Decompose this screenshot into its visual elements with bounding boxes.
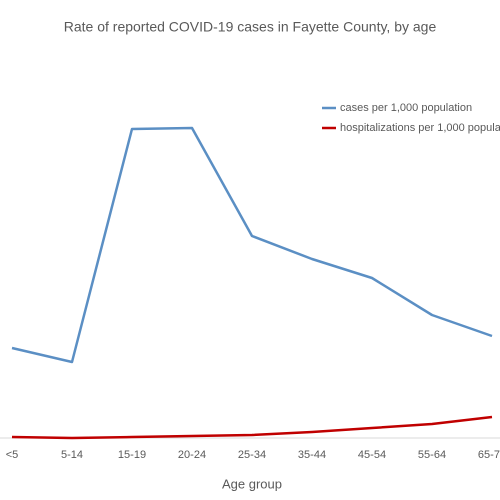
x-tick-label: 35-44 [298,449,326,461]
x-tick-label: 25-34 [238,449,266,461]
series-line [11,126,493,364]
x-axis-title: Age group [222,476,282,491]
chart-title: Rate of reported COVID-19 cases in Fayet… [64,19,437,35]
legend-label: cases per 1,000 population [340,102,472,114]
x-tick-label: 45-54 [358,449,386,461]
x-tick-label: 5-14 [61,449,83,461]
x-tick-label: 65-74 [478,449,500,461]
x-tick-label: 20-24 [178,449,206,461]
series-line [11,415,493,440]
x-tick-label: 15-19 [118,449,146,461]
x-tick-label: <5 [6,449,19,461]
legend-label: hospitalizations per 1,000 population [340,122,500,134]
x-tick-label: 55-64 [418,449,446,461]
